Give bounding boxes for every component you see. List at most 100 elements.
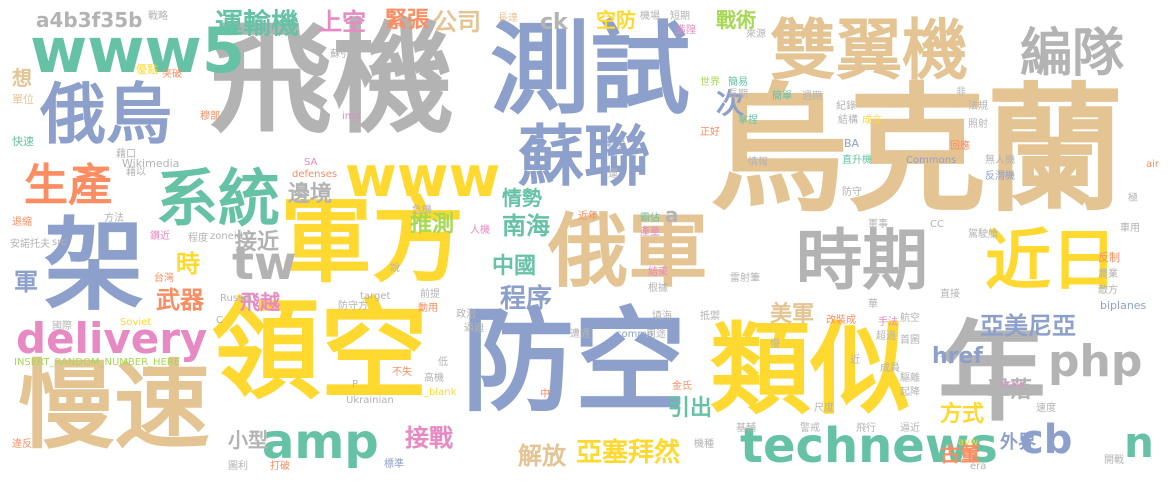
word-162: 鑽近 (150, 231, 170, 242)
word-172: 華 (868, 299, 878, 310)
word-123: 車用 (1120, 223, 1140, 234)
word-115: 防守 (842, 187, 862, 198)
word-32: ck (540, 10, 568, 35)
word-29: 上空 (318, 8, 366, 36)
word-129: 抵禦 (700, 311, 720, 322)
word-76: draw (1000, 379, 1025, 390)
word-154: 標準 (384, 459, 404, 470)
word-147: 尺度 (814, 403, 834, 414)
word-153: 機種 (694, 439, 714, 450)
word-109: 情報 (748, 157, 768, 168)
word-16: 編隊 (1020, 24, 1125, 84)
word-130: 前提 (420, 289, 440, 300)
word-181: 近 (850, 355, 860, 366)
word-5: 類似 (710, 311, 910, 428)
word-104: 成立 (862, 115, 882, 126)
word-173: 農業 (1098, 269, 1118, 280)
word-175: 中 (540, 389, 550, 400)
word-38: 情勢 (502, 186, 542, 210)
word-149: 警戒 (800, 423, 820, 434)
word-74: img (342, 111, 361, 122)
word-67: target (360, 291, 391, 302)
word-88: 藉以 (126, 167, 146, 178)
word-62: Wikimedia (122, 157, 180, 170)
word-30: 緊張 (385, 8, 430, 33)
word-78: era (970, 461, 987, 472)
word-57: 古董 (940, 442, 980, 466)
word-152: 開戰 (1104, 455, 1124, 466)
word-22: technews (740, 418, 998, 474)
word-92: 機場 (640, 11, 660, 22)
word-48: 亞美尼亞 (980, 312, 1076, 340)
word-0: 飛機 (210, 8, 454, 150)
word-61: 想 (12, 66, 32, 90)
word-79: air (1146, 159, 1160, 170)
word-114: 運 (608, 169, 618, 180)
word-139: 超過 (876, 331, 896, 342)
word-93: 短期 (670, 11, 690, 22)
word-15: 時期 (796, 222, 928, 299)
word-43: 中國 (492, 254, 537, 279)
word-124: 反制 (1098, 251, 1120, 264)
word-158: 國際 (52, 321, 72, 332)
word-51: 方式 (940, 402, 985, 427)
word-64: Commons (906, 155, 957, 166)
word-37: 邊境 (288, 182, 333, 207)
word-137: 改裝成 (826, 315, 856, 326)
word-12: www5 (30, 14, 245, 87)
word-77: avw (958, 437, 979, 448)
word-60: a (665, 203, 679, 227)
word-133: 政治 (456, 309, 476, 320)
word-36: 次 (716, 87, 745, 120)
word-82: SA (304, 157, 318, 168)
word-90: 突破 (162, 69, 182, 80)
word-86: 快速 (12, 135, 34, 148)
word-170: 低 (438, 357, 448, 368)
word-69: Ukrainian (346, 395, 394, 406)
word-112: 無人機 (985, 155, 1015, 166)
word-103: 照射 (968, 119, 988, 130)
word-9: 年 (938, 311, 1047, 436)
word-54: 引出 (668, 396, 713, 421)
word-138: 手法 (878, 317, 898, 328)
word-50: 擊落 (988, 378, 1033, 403)
word-151: 逼近 (900, 423, 920, 434)
word-63: defenses (292, 169, 338, 180)
word-145: 製造 (1012, 387, 1032, 398)
word-42: 時 (176, 250, 200, 278)
word-47: 美軍 (770, 302, 815, 327)
word-19: www (345, 145, 501, 210)
word-28: 運輸機 (215, 7, 300, 40)
word-160: 方法 (104, 213, 124, 224)
word-141: 首圖 (900, 335, 920, 346)
word-35: 戰術 (716, 8, 756, 32)
word-117: 人機 (470, 225, 490, 236)
word-125: 敵方 (1098, 285, 1118, 296)
word-1: 烏克蘭 (710, 70, 1125, 231)
word-111: 回應 (950, 141, 970, 152)
word-176: 說 (390, 263, 400, 274)
word-56: 亞塞拜然 (576, 438, 681, 468)
word-126: 雷射筆 (730, 273, 760, 284)
word-13: 蘇聯 (518, 118, 650, 195)
word-140: 航空 (900, 313, 920, 324)
word-105: 結構 (838, 115, 858, 126)
word-8: 俄軍 (548, 205, 708, 298)
word-34: 空防 (596, 8, 636, 32)
word-4: 防空 (462, 297, 686, 427)
word-53: 接戰 (405, 424, 453, 452)
word-167: 用途 (646, 329, 666, 340)
word-23: amp (262, 414, 379, 470)
word-31: 公司 (433, 8, 481, 36)
word-94: 造隍 (676, 25, 696, 36)
word-72: zoneid (210, 231, 243, 242)
word-108: 戰爭 (606, 139, 626, 150)
word-164: 台灣 (154, 273, 174, 284)
word-70: INSERT_RANDOM_NUMBER_HERE (14, 357, 181, 368)
word-7: 軍方 (280, 188, 465, 295)
word-171: 極 (1128, 193, 1138, 204)
word-55: 解放 (518, 442, 566, 470)
word-128: 根據 (648, 283, 668, 294)
word-163: 程度 (188, 233, 208, 244)
word-113: 反潛機 (985, 171, 1015, 182)
